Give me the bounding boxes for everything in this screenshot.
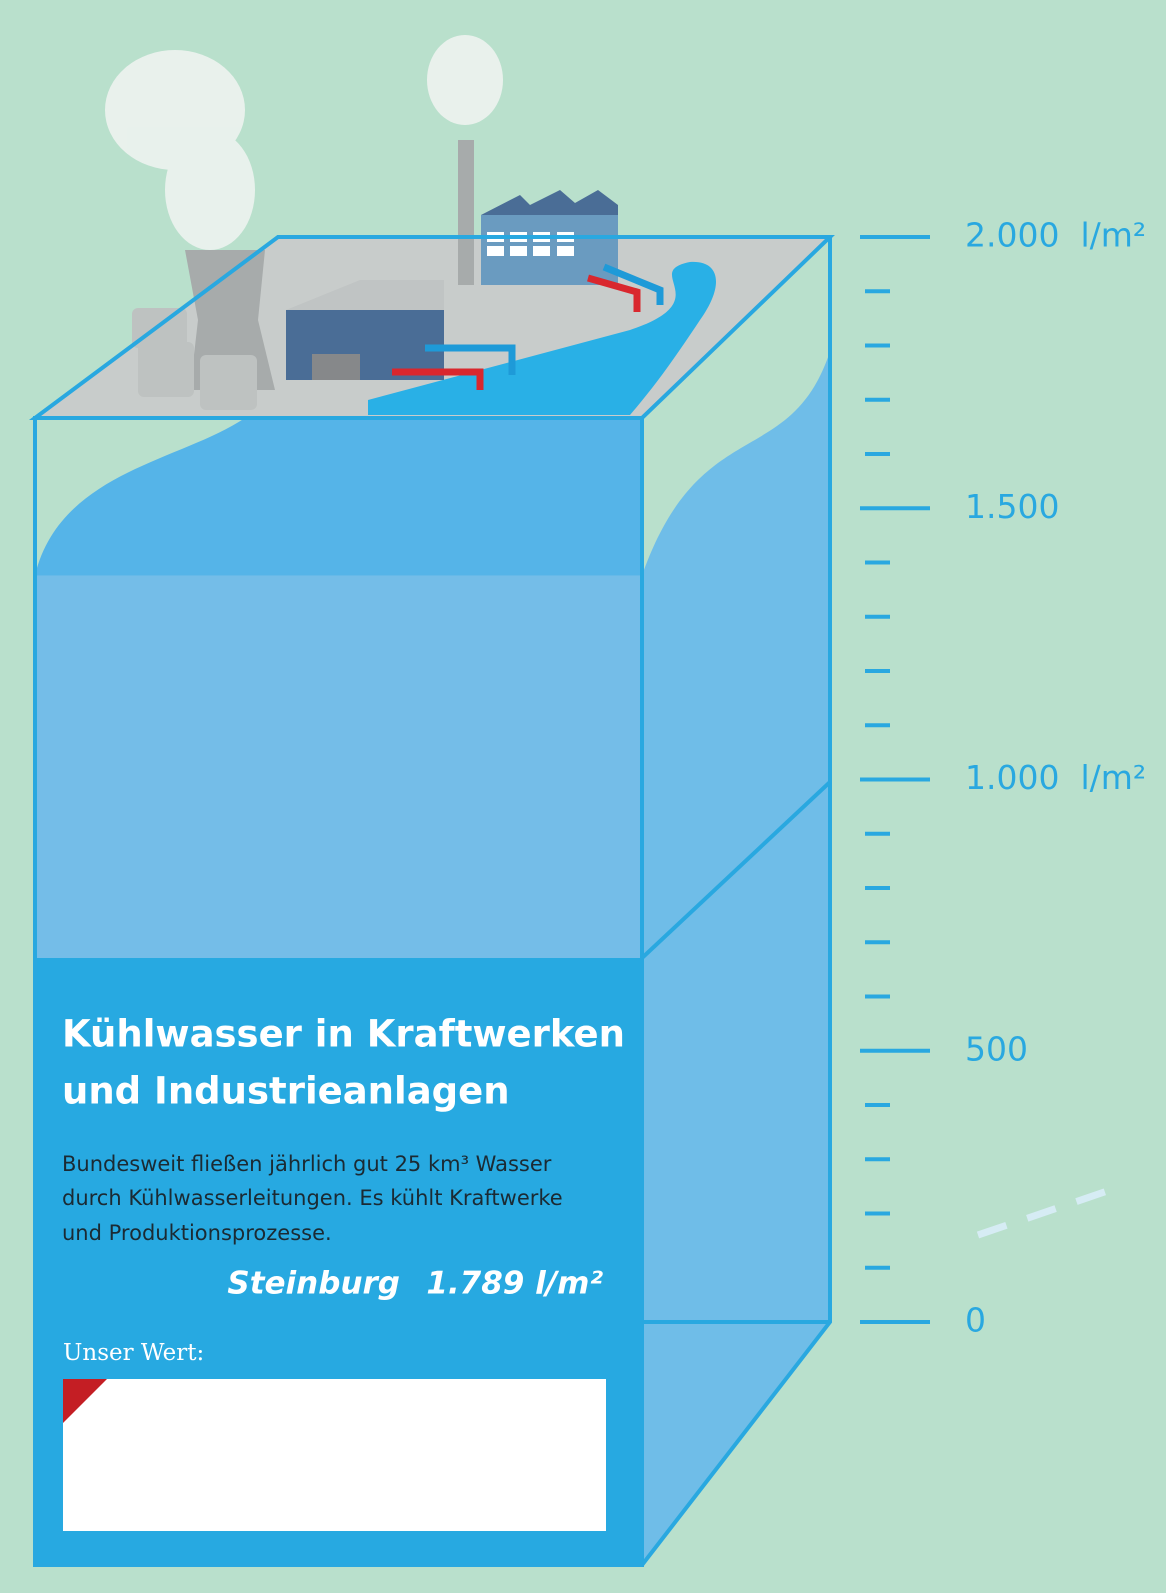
description-line: durch Kühlwasserleitungen. Es kühlt Kraf… [62, 1186, 563, 1210]
scale-label: 1.500 [965, 487, 1059, 526]
region: Steinburg [227, 1266, 400, 1302]
input-box[interactable] [63, 1379, 606, 1531]
hall-door [312, 354, 360, 380]
description-line: Bundesweit fließen jährlich gut 25 km³ W… [62, 1152, 552, 1176]
input-label: Unser Wert: [63, 1340, 204, 1366]
water-front [35, 575, 642, 958]
scale-label: 1.000 l/m² [965, 758, 1146, 797]
scale-label: 0 [965, 1301, 986, 1340]
title-line: Kühlwasser in Kraftwerken [62, 1013, 625, 1056]
page: Kühlwasser in Kraftwerken und Industriea… [0, 0, 1166, 1593]
chimney [458, 140, 474, 285]
value-label: 1.789 l/m² [426, 1266, 603, 1302]
infographic: Kühlwasser in Kraftwerken und Industriea… [0, 0, 1166, 1593]
scale-label: 500 [965, 1029, 1028, 1068]
scale-label: 2.000 l/m² [965, 216, 1146, 255]
description-line: und Produktionsprozesse. [62, 1221, 332, 1245]
title-line: und Industrieanlagen [62, 1070, 510, 1113]
